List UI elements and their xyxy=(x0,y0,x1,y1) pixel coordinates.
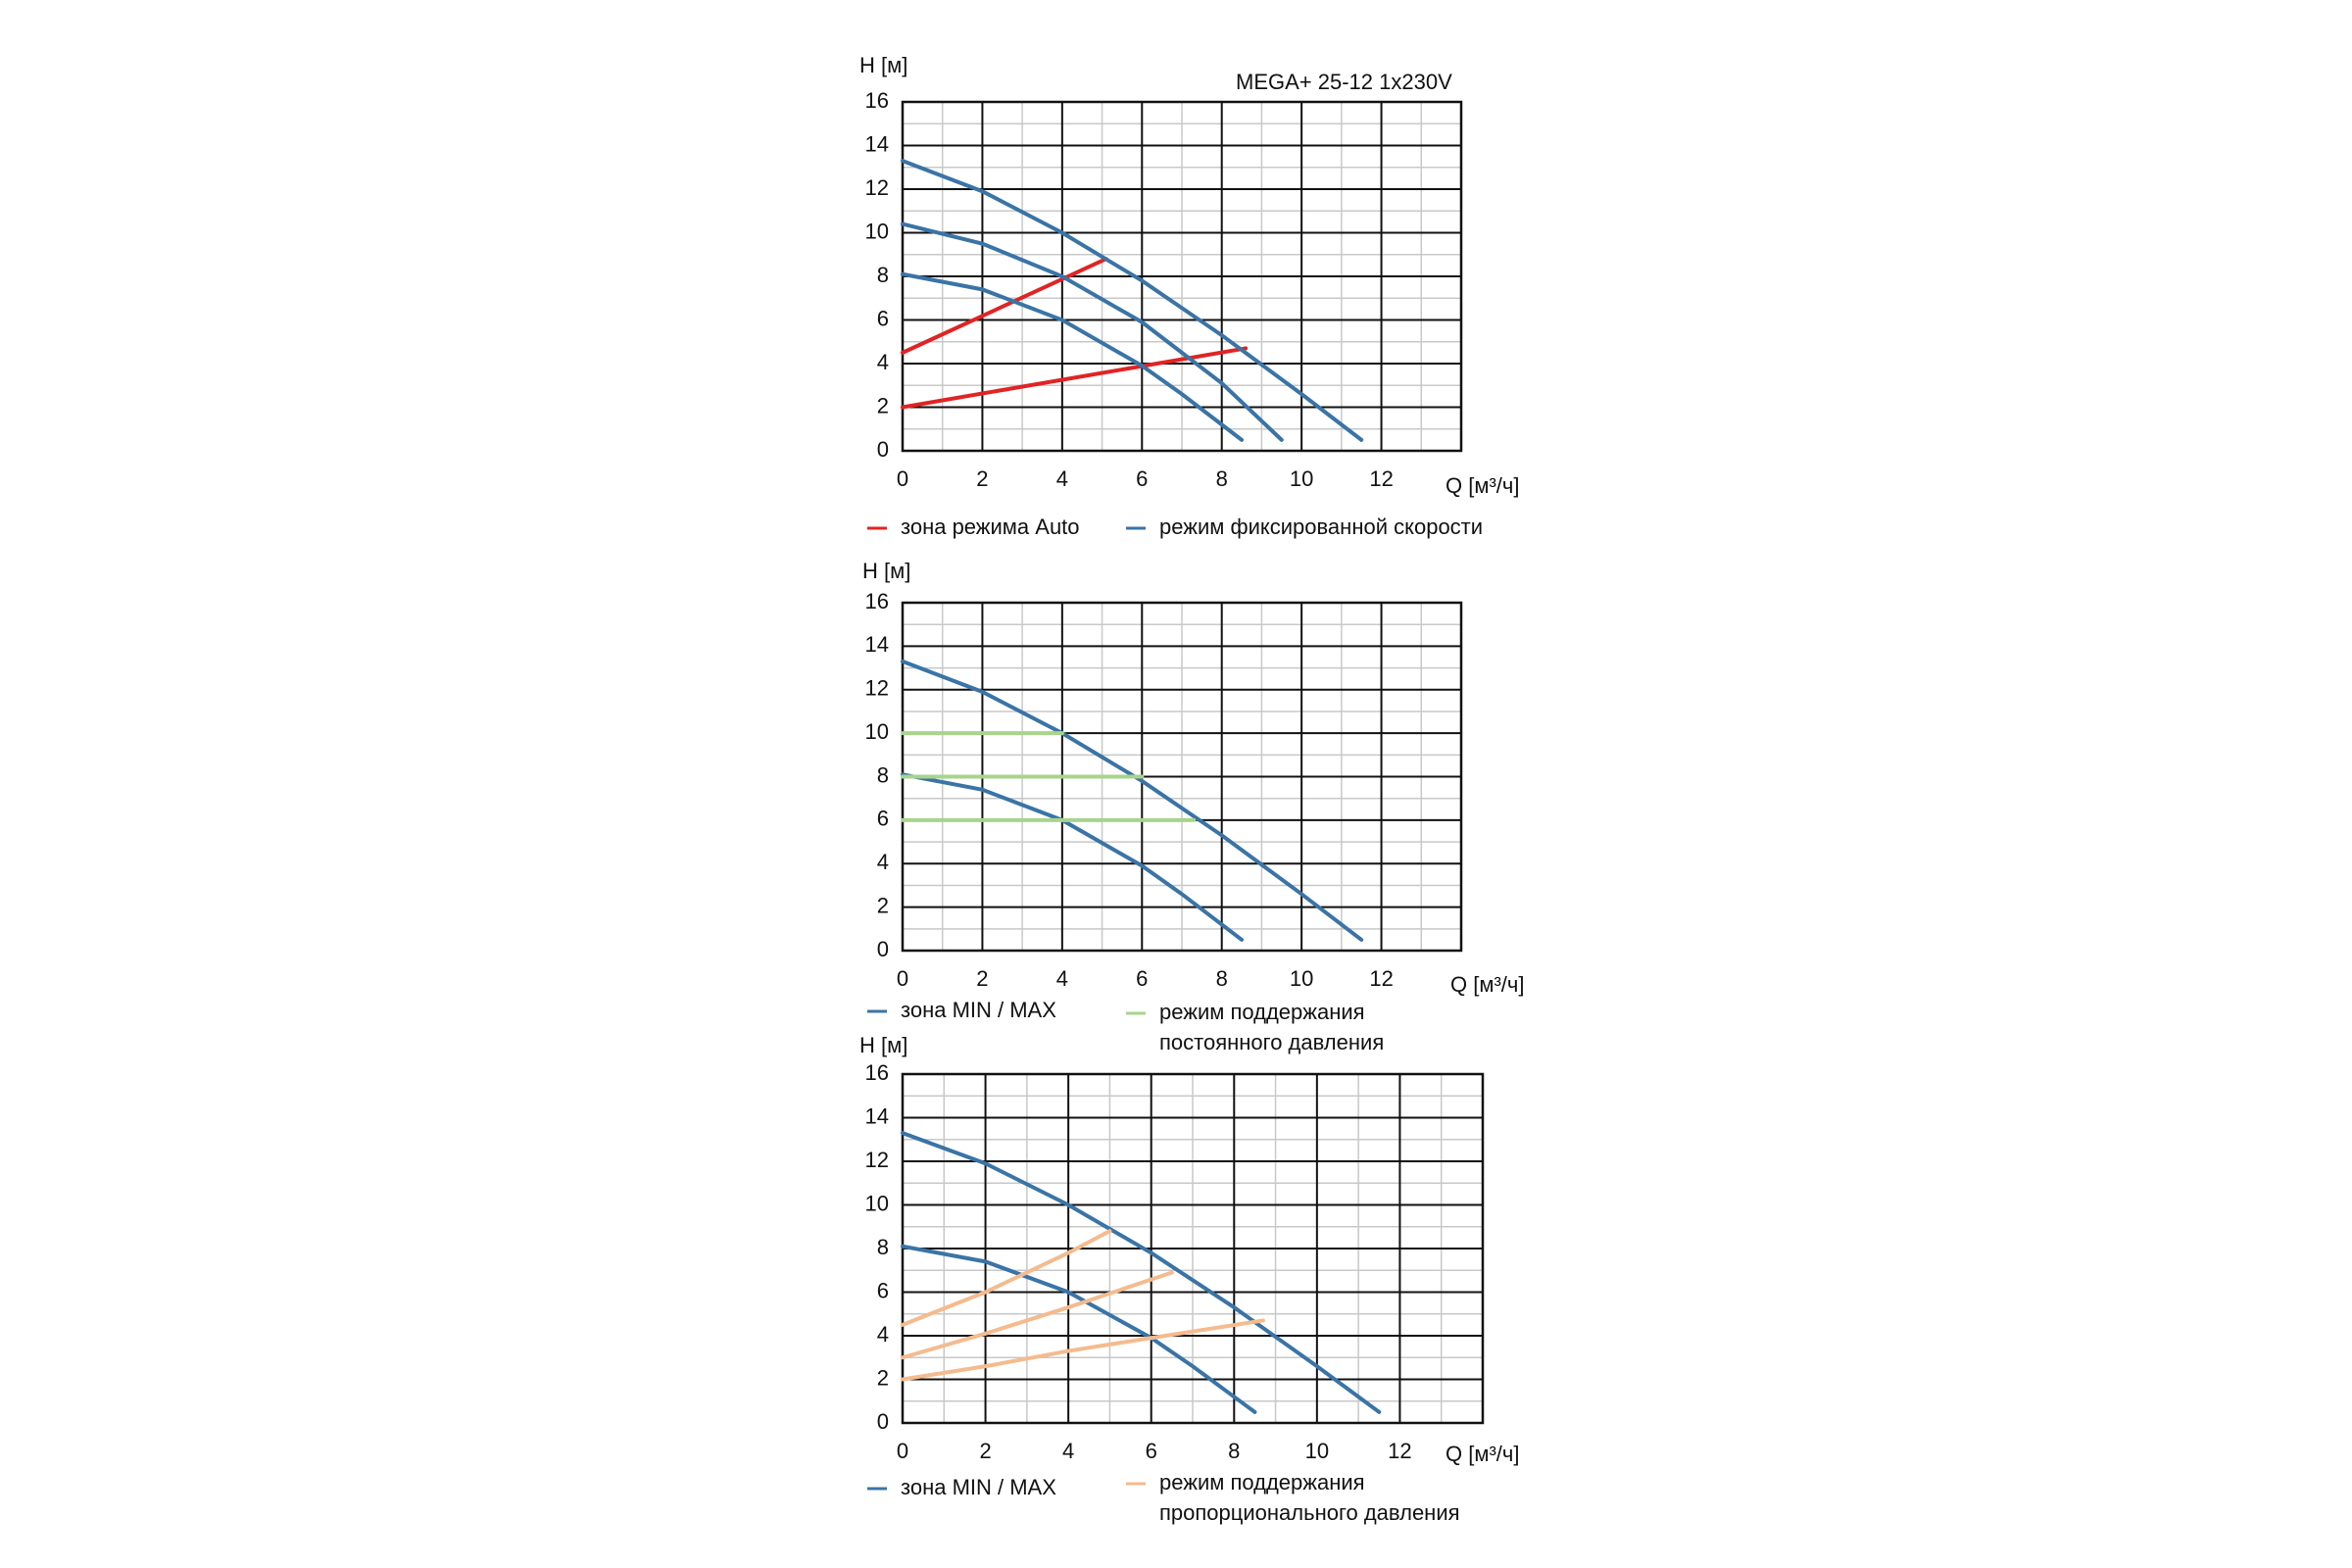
x-tick-label: 10 xyxy=(1305,1439,1329,1463)
y-tick-label: 6 xyxy=(877,807,889,831)
plot-frame xyxy=(901,100,1463,453)
plot-frame xyxy=(901,1072,1485,1425)
y-tick-label: 10 xyxy=(865,719,889,744)
curve xyxy=(901,1244,1257,1414)
y-tick-label: 8 xyxy=(877,263,889,287)
x-tick-label: 2 xyxy=(976,466,988,491)
legend-label: пропорционального давления xyxy=(1159,1500,1460,1525)
curve xyxy=(901,772,1245,942)
chart-title: MEGA+ 25-12 1x230V xyxy=(1236,70,1452,94)
legend-label: зона режима Auto xyxy=(901,514,1080,539)
x-tick-label: 6 xyxy=(1146,1439,1157,1463)
legend-label: зона MIN / MAX xyxy=(901,998,1056,1022)
y-tick-label: 8 xyxy=(877,762,889,787)
x-tick-label: 10 xyxy=(1290,966,1313,991)
y-tick-label: 6 xyxy=(877,1278,889,1302)
x-axis-label: Q [м³/ч] xyxy=(1450,972,1524,997)
y-tick-label: 0 xyxy=(877,1409,889,1434)
y-axis-label: H [м] xyxy=(859,53,907,77)
x-tick-label: 8 xyxy=(1216,966,1228,991)
y-tick-label: 2 xyxy=(877,1365,889,1390)
x-tick-label: 2 xyxy=(976,966,988,991)
curve xyxy=(901,1270,1174,1360)
curve xyxy=(901,221,1284,442)
curve xyxy=(901,271,1245,442)
x-tick-label: 6 xyxy=(1136,966,1148,991)
curve xyxy=(901,346,1249,410)
x-tick-label: 12 xyxy=(1369,466,1393,491)
y-tick-label: 0 xyxy=(877,937,889,961)
y-tick-label: 10 xyxy=(865,1191,889,1215)
x-axis-label: Q [м³/ч] xyxy=(1446,1442,1519,1466)
legend-label: зона MIN / MAX xyxy=(901,1475,1056,1499)
legend-label: режим фиксированной скорости xyxy=(1159,514,1483,539)
y-tick-label: 14 xyxy=(865,1103,889,1128)
y-tick-label: 12 xyxy=(865,1148,889,1172)
y-tick-label: 8 xyxy=(877,1235,889,1259)
y-tick-label: 14 xyxy=(865,131,889,156)
x-tick-label: 4 xyxy=(1056,466,1068,491)
x-tick-label: 0 xyxy=(897,466,908,491)
curve xyxy=(901,1131,1382,1414)
x-tick-label: 2 xyxy=(979,1439,991,1463)
y-tick-label: 4 xyxy=(877,1322,889,1347)
y-tick-label: 16 xyxy=(865,1060,889,1085)
x-tick-label: 12 xyxy=(1388,1439,1411,1463)
curve xyxy=(901,257,1108,355)
y-tick-label: 12 xyxy=(865,676,889,701)
x-tick-label: 10 xyxy=(1290,466,1313,491)
curve xyxy=(901,1229,1112,1327)
curve xyxy=(901,159,1364,442)
y-tick-label: 16 xyxy=(865,88,889,113)
legend-label: постоянного давления xyxy=(1159,1030,1384,1054)
x-axis-label: Q [м³/ч] xyxy=(1446,473,1519,498)
y-axis-label: H [м] xyxy=(859,1033,907,1057)
y-tick-label: 10 xyxy=(865,219,889,243)
x-tick-label: 0 xyxy=(897,1439,908,1463)
y-tick-label: 4 xyxy=(877,850,889,874)
y-tick-label: 6 xyxy=(877,306,889,330)
legend-label: режим поддержания xyxy=(1159,1000,1365,1024)
y-tick-label: 14 xyxy=(865,632,889,657)
y-tick-label: 2 xyxy=(877,393,889,417)
x-tick-label: 6 xyxy=(1136,466,1148,491)
y-tick-label: 0 xyxy=(877,437,889,462)
x-tick-label: 0 xyxy=(897,966,908,991)
x-tick-label: 4 xyxy=(1056,966,1068,991)
y-tick-label: 2 xyxy=(877,893,889,917)
x-tick-label: 4 xyxy=(1062,1439,1074,1463)
x-tick-label: 8 xyxy=(1228,1439,1240,1463)
legend-label: режим поддержания xyxy=(1159,1470,1365,1494)
y-tick-label: 16 xyxy=(865,589,889,613)
x-tick-label: 8 xyxy=(1216,466,1228,491)
y-tick-label: 12 xyxy=(865,175,889,200)
curve xyxy=(901,659,1364,942)
y-axis-label: H [м] xyxy=(862,559,910,583)
x-tick-label: 12 xyxy=(1369,966,1393,991)
curve xyxy=(901,1318,1265,1382)
y-tick-label: 4 xyxy=(877,350,889,374)
